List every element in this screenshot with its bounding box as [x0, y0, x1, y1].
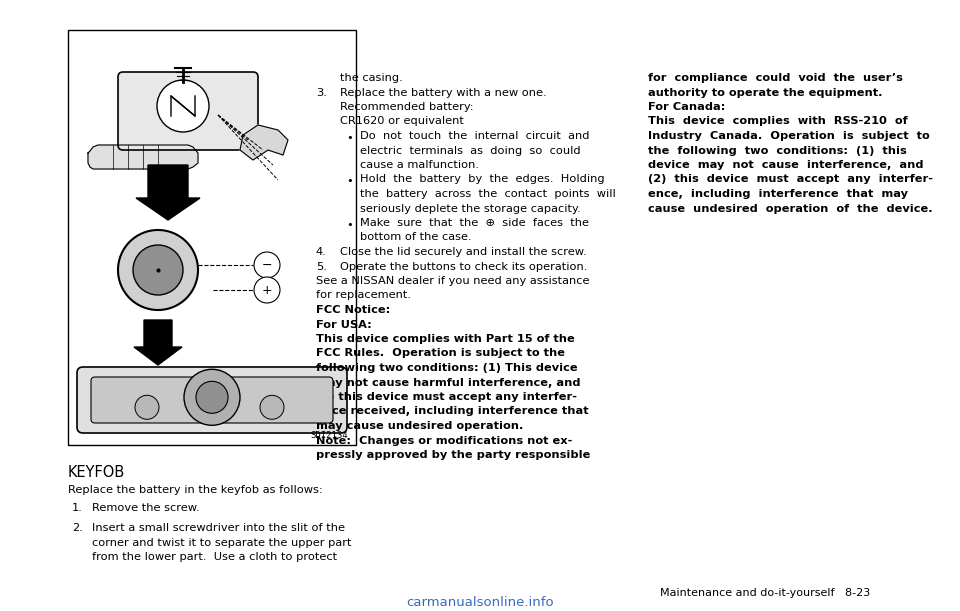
- Text: authority to operate the equipment.: authority to operate the equipment.: [648, 87, 882, 98]
- Text: KEYFOB: KEYFOB: [68, 465, 125, 480]
- Text: cause  undesired  operation  of  the  device.: cause undesired operation of the device.: [648, 203, 932, 213]
- FancyBboxPatch shape: [91, 377, 333, 423]
- Text: for replacement.: for replacement.: [316, 290, 411, 301]
- Text: CR1620 or equivalent: CR1620 or equivalent: [340, 117, 464, 126]
- Text: Replace the battery in the keyfob as follows:: Replace the battery in the keyfob as fol…: [68, 485, 323, 495]
- Polygon shape: [136, 165, 200, 220]
- Text: seriously deplete the storage capacity.: seriously deplete the storage capacity.: [360, 203, 581, 213]
- Text: 1.: 1.: [72, 503, 83, 513]
- Text: This device complies with Part 15 of the: This device complies with Part 15 of the: [316, 334, 575, 344]
- Text: •: •: [346, 220, 352, 230]
- Text: following two conditions: (1) This device: following two conditions: (1) This devic…: [316, 363, 578, 373]
- FancyBboxPatch shape: [77, 367, 347, 433]
- Text: Make  sure  that  the  ⊕  side  faces  the: Make sure that the ⊕ side faces the: [360, 218, 589, 228]
- Text: Industry  Canada.  Operation  is  subject  to: Industry Canada. Operation is subject to: [648, 131, 929, 141]
- Text: device  may  not  cause  interference,  and: device may not cause interference, and: [648, 160, 924, 170]
- Text: Remove the screw.: Remove the screw.: [92, 503, 200, 513]
- Text: (2)  this  device  must  accept  any  interfer-: (2) this device must accept any interfer…: [648, 175, 933, 185]
- Polygon shape: [134, 320, 182, 365]
- Polygon shape: [240, 125, 288, 160]
- Text: Note:  Changes or modifications not ex-: Note: Changes or modifications not ex-: [316, 436, 572, 445]
- Text: the  battery  across  the  contact  points  will: the battery across the contact points wi…: [360, 189, 615, 199]
- Text: corner and twist it to separate the upper part: corner and twist it to separate the uppe…: [92, 538, 351, 547]
- Text: the casing.: the casing.: [340, 73, 403, 83]
- Circle shape: [135, 395, 159, 419]
- Bar: [68, 30, 356, 445]
- Circle shape: [254, 252, 280, 278]
- Text: Hold  the  battery  by  the  edges.  Holding: Hold the battery by the edges. Holding: [360, 175, 605, 185]
- Text: ence received, including interference that: ence received, including interference th…: [316, 406, 588, 417]
- Text: the  following  two  conditions:  (1)  this: the following two conditions: (1) this: [648, 145, 907, 156]
- Text: See a NISSAN dealer if you need any assistance: See a NISSAN dealer if you need any assi…: [316, 276, 589, 286]
- Text: pressly approved by the party responsible: pressly approved by the party responsibl…: [316, 450, 590, 460]
- Text: This  device  complies  with  RSS-210  of: This device complies with RSS-210 of: [648, 117, 907, 126]
- Text: (2) this device must accept any interfer-: (2) this device must accept any interfer…: [316, 392, 577, 402]
- Circle shape: [133, 245, 183, 295]
- Text: Do  not  touch  the  internal  circuit  and: Do not touch the internal circuit and: [360, 131, 589, 141]
- Text: FCC Rules.  Operation is subject to the: FCC Rules. Operation is subject to the: [316, 348, 565, 359]
- Text: from the lower part.  Use a cloth to protect: from the lower part. Use a cloth to prot…: [92, 552, 337, 562]
- Text: electric  terminals  as  doing  so  could: electric terminals as doing so could: [360, 145, 581, 156]
- Text: Operate the buttons to check its operation.: Operate the buttons to check its operati…: [340, 262, 588, 271]
- Text: carmanualsonline.info: carmanualsonline.info: [406, 596, 554, 609]
- Text: may not cause harmful interference, and: may not cause harmful interference, and: [316, 378, 581, 387]
- Text: •: •: [346, 133, 352, 143]
- Text: 3.: 3.: [316, 87, 326, 98]
- Text: −: −: [262, 258, 273, 271]
- Circle shape: [196, 381, 228, 413]
- Text: may cause undesired operation.: may cause undesired operation.: [316, 421, 523, 431]
- Polygon shape: [88, 145, 198, 169]
- Text: Replace the battery with a new one.: Replace the battery with a new one.: [340, 87, 546, 98]
- Circle shape: [184, 369, 240, 425]
- Text: for  compliance  could  void  the  user’s: for compliance could void the user’s: [648, 73, 902, 83]
- Text: For USA:: For USA:: [316, 320, 372, 329]
- Circle shape: [254, 277, 280, 303]
- Text: •: •: [346, 177, 352, 186]
- Text: Recommended battery:: Recommended battery:: [340, 102, 473, 112]
- Text: 2.: 2.: [72, 523, 83, 533]
- Text: +: +: [262, 284, 273, 296]
- Text: Maintenance and do-it-yourself   8-23: Maintenance and do-it-yourself 8-23: [660, 588, 871, 598]
- Text: For Canada:: For Canada:: [648, 102, 726, 112]
- Text: bottom of the case.: bottom of the case.: [360, 233, 471, 243]
- Text: ence,  including  interference  that  may: ence, including interference that may: [648, 189, 908, 199]
- Text: cause a malfunction.: cause a malfunction.: [360, 160, 479, 170]
- Circle shape: [157, 80, 209, 132]
- Text: Close the lid securely and install the screw.: Close the lid securely and install the s…: [340, 247, 587, 257]
- Circle shape: [260, 395, 284, 419]
- Text: SDI2134: SDI2134: [310, 431, 348, 440]
- Text: 4.: 4.: [316, 247, 326, 257]
- Text: 5.: 5.: [316, 262, 326, 271]
- Text: FCC Notice:: FCC Notice:: [316, 305, 391, 315]
- Text: Insert a small screwdriver into the slit of the: Insert a small screwdriver into the slit…: [92, 523, 345, 533]
- Circle shape: [118, 230, 198, 310]
- FancyBboxPatch shape: [118, 72, 258, 150]
